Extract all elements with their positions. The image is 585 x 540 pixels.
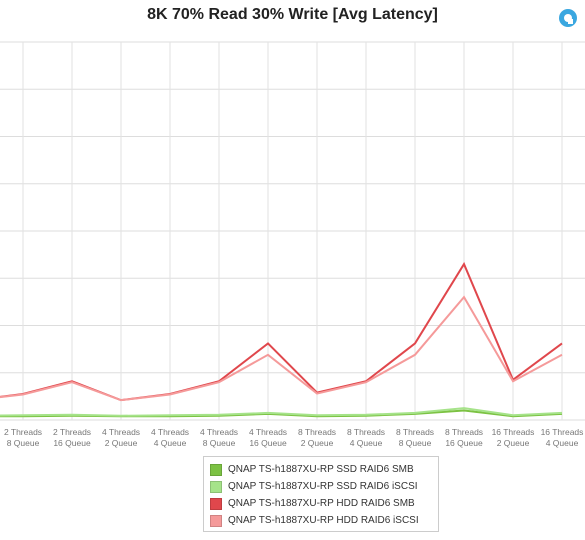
x-tick-label: 4 Queue <box>546 438 579 448</box>
x-tick-label: 8 Queue <box>7 438 40 448</box>
legend-label: QNAP TS-h1887XU-RP HDD RAID6 SMB <box>228 498 415 509</box>
series-line-2 <box>0 407 563 417</box>
legend-label: QNAP TS-h1887XU-RP SSD RAID6 iSCSI <box>228 481 418 492</box>
legend-label: QNAP TS-h1887XU-RP SSD RAID6 SMB <box>228 464 414 475</box>
chart-grid <box>0 41 585 421</box>
x-tick-label: 8 Threads <box>396 427 434 437</box>
x-tick-label: 2 Threads <box>4 427 42 437</box>
brand-logo-icon <box>559 9 577 27</box>
x-tick-label: 4 Threads <box>200 427 238 437</box>
x-tick-label: 4 Queue <box>154 438 187 448</box>
series-line-3 <box>0 261 563 402</box>
x-tick-label: 16 Threads <box>492 427 535 437</box>
x-tick-label: 2 Queue <box>301 438 334 448</box>
x-tick-label: 2 Queue <box>497 438 530 448</box>
legend-item[interactable]: QNAP TS-h1887XU-RP SSD RAID6 SMB <box>210 461 438 478</box>
legend-swatch <box>210 463 222 476</box>
chart-title: 8K 70% Read 30% Write [Avg Latency] <box>147 6 438 23</box>
x-tick-label: 16 Queue <box>445 438 483 448</box>
x-tick-label: 16 Queue <box>249 438 287 448</box>
x-tick-label: 2 Threads <box>53 427 91 437</box>
x-tick-label: 4 Threads <box>249 427 287 437</box>
x-tick-label: 4 Threads <box>151 427 189 437</box>
legend-swatch <box>210 480 222 493</box>
legend-item[interactable]: QNAP TS-h1887XU-RP HDD RAID6 SMB <box>210 495 438 512</box>
x-tick-label: 2 Queue <box>105 438 138 448</box>
legend-swatch <box>210 497 222 510</box>
x-tick-label: 8 Threads <box>445 427 483 437</box>
x-tick-label: 8 Threads <box>298 427 336 437</box>
x-tick-label: 8 Threads <box>347 427 385 437</box>
legend-item[interactable]: QNAP TS-h1887XU-RP SSD RAID6 iSCSI <box>210 478 438 495</box>
legend-swatch <box>210 514 222 527</box>
x-tick-label: 8 Queue <box>399 438 432 448</box>
x-tick-label: 8 Queue <box>203 438 236 448</box>
legend-item[interactable]: QNAP TS-h1887XU-RP HDD RAID6 iSCSI <box>210 512 438 529</box>
chart-series <box>0 261 563 418</box>
x-tick-label: 4 Threads <box>102 427 140 437</box>
chart-legend: QNAP TS-h1887XU-RP SSD RAID6 SMB QNAP TS-… <box>203 456 439 532</box>
x-tick-label: 4 Queue <box>350 438 383 448</box>
x-tick-label: 16 Threads <box>541 427 584 437</box>
x-tick-label: 16 Queue <box>53 438 91 448</box>
legend-label: QNAP TS-h1887XU-RP HDD RAID6 iSCSI <box>228 515 419 526</box>
series-line-4 <box>0 295 563 402</box>
